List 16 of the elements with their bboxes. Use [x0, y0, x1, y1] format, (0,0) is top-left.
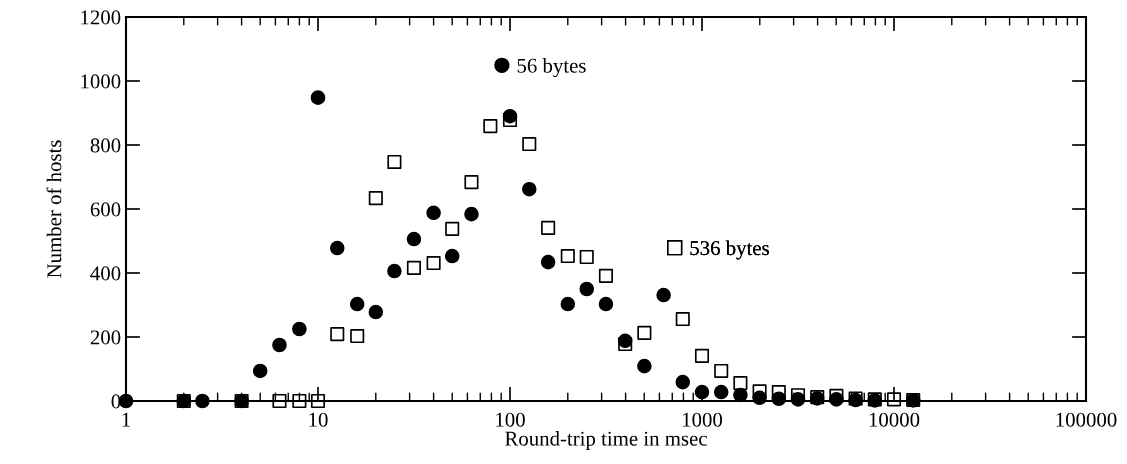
x-tick-label: 1000: [683, 412, 723, 427]
y-tick-label: 400: [90, 266, 121, 281]
x-tick-label: 100: [496, 412, 525, 427]
y-tick-label: 800: [90, 138, 121, 153]
x-axis-title: Round-trip time in msec: [505, 431, 707, 450]
x-tick-label: 100000: [1056, 412, 1117, 427]
x-tick-label: 10: [309, 412, 328, 427]
x-tick-label: 10000: [869, 412, 920, 427]
legend-label: 56 bytes: [517, 58, 586, 78]
y-tick-label: 200: [90, 330, 121, 345]
legend-label: 536 bytes: [690, 240, 769, 260]
x-tick-label: 1: [122, 412, 130, 427]
y-axis-title: Number of hosts: [46, 140, 62, 278]
y-tick-label: 1200: [81, 10, 121, 25]
y-tick-label: 1000: [81, 74, 121, 89]
y-tick-label: 600: [90, 202, 121, 217]
